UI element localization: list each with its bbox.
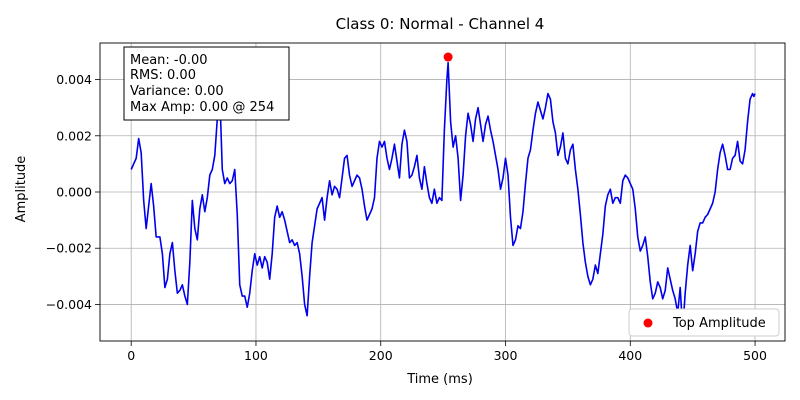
x-tick-label: 400 [618,348,642,363]
legend: Top Amplitude [628,308,780,337]
legend-frame [628,308,780,337]
top-amplitude-point [443,52,453,62]
y-tick-label: 0.000 [56,185,92,200]
y-tick-label: 0.004 [56,72,92,87]
stats-rms: RMS: 0.00 [130,68,196,83]
y-tick-label: −0.004 [46,297,92,312]
series-line [130,61,756,331]
series-layer [130,52,756,331]
y-axis-label: Amplitude [14,156,29,223]
stats-variance: Variance: 0.00 [130,84,224,99]
stats-mean: Mean: -0.00 [130,53,208,68]
x-tick-label: 300 [494,348,518,363]
stats-box: Mean: -0.00 RMS: 0.00 Variance: 0.00 Max… [123,46,290,121]
stats-box-frame [123,46,290,121]
chart-title: Class 0: Normal - Channel 4 [336,15,545,33]
x-tick-label: 100 [244,348,268,363]
ticks-layer: 0 100 200 300 400 500 −0.004 −0.002 0.000 0.002 0.… [46,72,767,363]
x-tick-label: 200 [369,348,393,363]
x-axis-label: Time (ms) [406,372,473,387]
y-tick-label: −0.002 [46,241,92,256]
y-tick-label: 0.002 [56,128,92,143]
legend-label: Top Amplitude [672,316,766,331]
x-tick-label: 500 [743,348,767,363]
legend-marker [643,318,653,328]
x-tick-label: 0 [127,348,135,363]
stats-max-amp: Max Amp: 0.00 @ 254 [130,100,274,115]
